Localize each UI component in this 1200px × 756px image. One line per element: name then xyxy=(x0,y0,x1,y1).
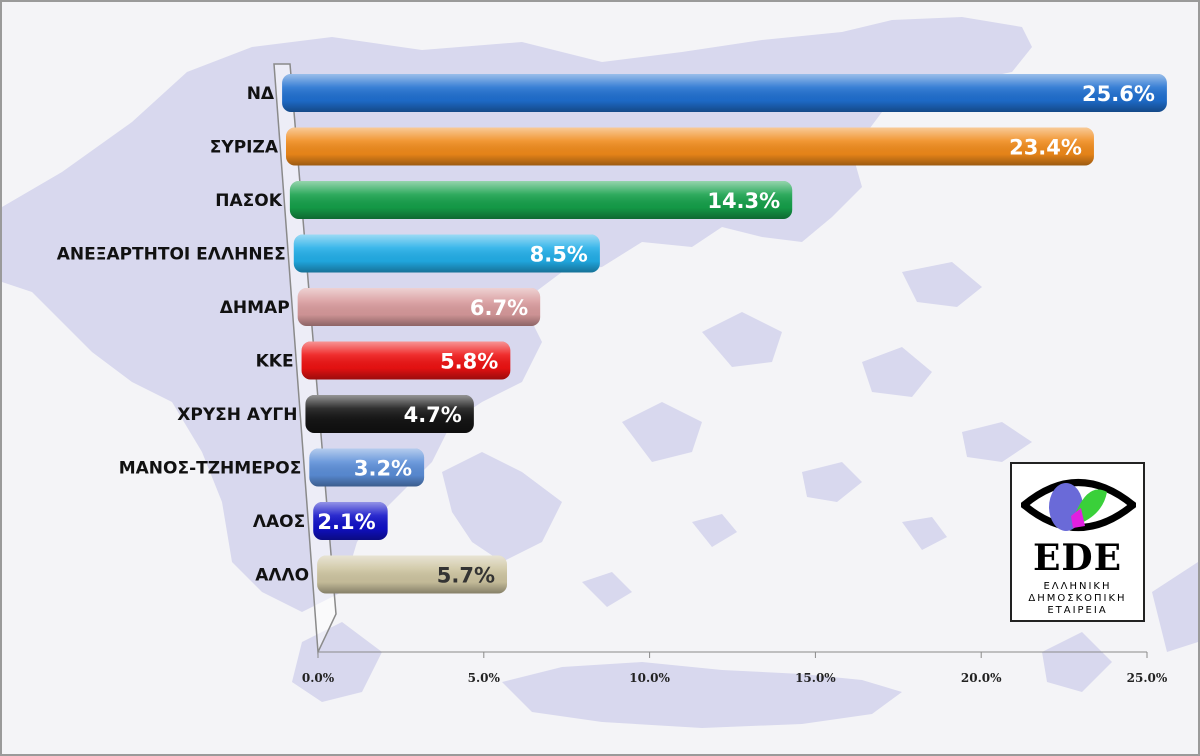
category-label: ΛΑΟΣ xyxy=(253,512,305,532)
value-label: 14.3% xyxy=(707,189,780,213)
logo-subtitle-line-3: ΕΤΑΙΡΕΙΑ xyxy=(1047,605,1108,616)
value-label: 6.7% xyxy=(470,296,528,320)
bar xyxy=(317,555,508,594)
x-tick-label: 10.0% xyxy=(629,671,670,685)
value-label: 3.2% xyxy=(354,457,412,481)
category-label: ΔΗΜΑΡ xyxy=(220,298,290,318)
value-label: 4.7% xyxy=(404,403,462,427)
logo-wordmark: EDE xyxy=(1032,537,1123,579)
x-axis-ticks: 0.0% 5.0% 10.0% 15.0% 20.0% 25.0% xyxy=(302,652,1168,685)
value-label: 23.4% xyxy=(1009,136,1082,160)
category-labels: ΝΔ ΣΥΡΙΖΑ ΠΑΣΟΚ ΑΝΕΞΑΡΤΗΤΟΙ ΕΛΛΗΝΕΣ ΔΗΜΑΡ ΚΚΕ… xyxy=(57,84,309,586)
x-tick-label: 0.0% xyxy=(302,671,335,685)
x-tick-label: 15.0% xyxy=(795,671,836,685)
value-labels: 25.6% 23.4% 14.3% 8.5% 6.7% 5.8% 4.7% 3.2% 2.1% 5… xyxy=(317,82,1155,588)
bar xyxy=(293,234,600,273)
value-label: 5.7% xyxy=(437,564,495,588)
category-label: ΚΚΕ xyxy=(256,352,294,372)
value-label: 5.8% xyxy=(440,350,498,374)
value-label: 8.5% xyxy=(530,243,588,267)
logo-subtitle-line-2: ΔΗΜΟΣΚΟΠΙΚΗ xyxy=(1028,593,1127,604)
category-label: ΝΔ xyxy=(247,84,275,104)
bar xyxy=(301,341,511,380)
value-label: 2.1% xyxy=(317,510,375,534)
x-tick-label: 25.0% xyxy=(1127,671,1168,685)
bar xyxy=(313,502,388,540)
x-tick-label: 20.0% xyxy=(961,671,1002,685)
bar xyxy=(297,288,541,326)
bar xyxy=(309,448,425,487)
value-label: 25.6% xyxy=(1082,82,1155,106)
category-label: ΣΥΡΙΖΑ xyxy=(210,138,279,158)
bar xyxy=(289,181,793,219)
logo-subtitle-line-1: ΕΛΛΗΝΙΚΗ xyxy=(1043,581,1112,592)
x-tick-label: 5.0% xyxy=(468,671,501,685)
category-label: ΜΑΝΟΣ-ΤΖΗΜΕΡΟΣ xyxy=(119,459,302,479)
bars-group xyxy=(282,74,1167,594)
category-label: ΑΝΕΞΑΡΤΗΤΟΙ ΕΛΛΗΝΕΣ xyxy=(57,245,286,265)
category-label: ΠΑΣΟΚ xyxy=(215,191,282,211)
eye-icon xyxy=(1021,479,1136,531)
ede-logo: EDE ΕΛΛΗΝΙΚΗ ΔΗΜΟΣΚΟΠΙΚΗ ΕΤΑΙΡΕΙΑ xyxy=(1010,462,1145,622)
bar xyxy=(286,127,1094,166)
category-label: ΧΡΥΣΗ ΑΥΓΗ xyxy=(177,405,297,425)
category-label: ΑΛΛΟ xyxy=(255,566,309,586)
bar xyxy=(282,74,1167,112)
bar xyxy=(305,395,474,433)
